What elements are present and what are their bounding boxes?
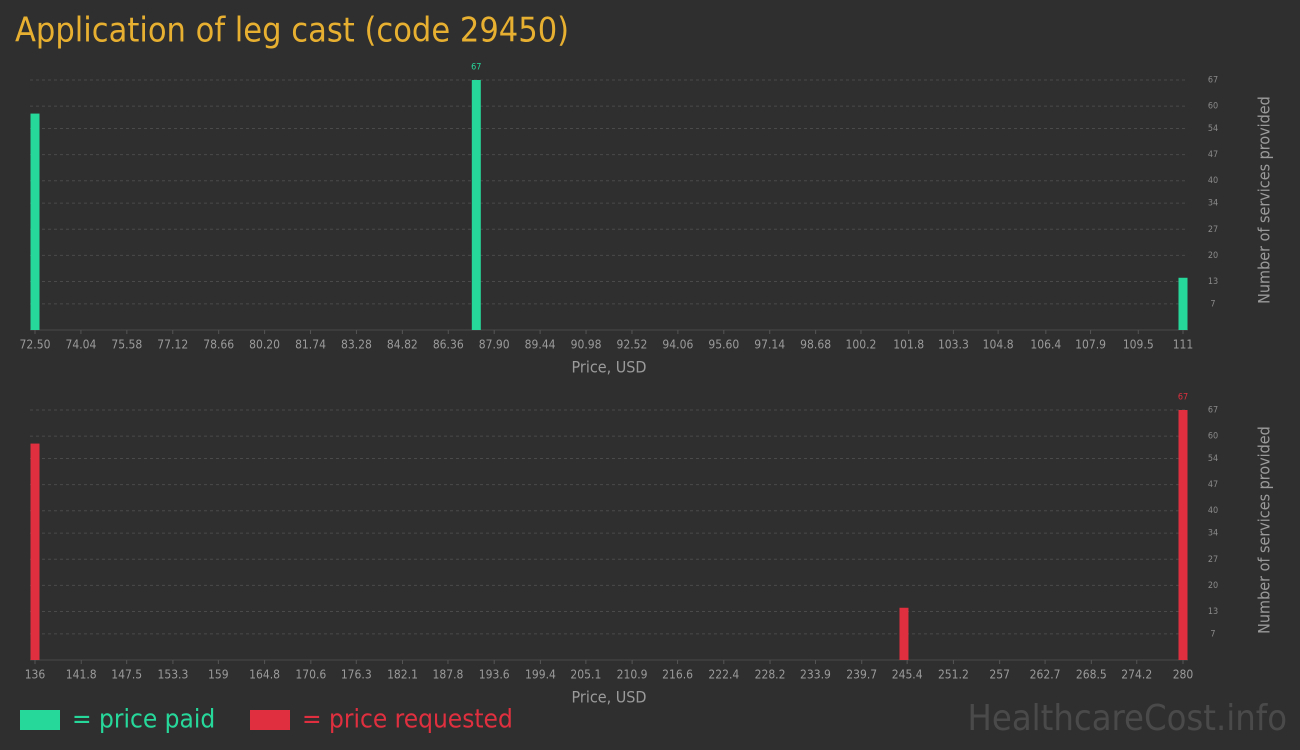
x-tick-label: 94.06 [662, 338, 693, 352]
x-tick-label: 84.82 [387, 338, 418, 352]
y-axis-label: Number of services provided [1255, 96, 1274, 304]
bar [30, 443, 40, 660]
x-tick-label: 100.2 [846, 338, 877, 352]
y-tick-label: 47 [1208, 480, 1218, 490]
y-tick-label: 7 [1210, 629, 1215, 639]
x-tick-label: 153.3 [157, 668, 188, 682]
y-tick-label: 34 [1208, 529, 1218, 539]
legend-swatch [250, 710, 290, 730]
legend-label: = price paid [72, 705, 215, 735]
y-tick-label: 13 [1208, 607, 1218, 617]
x-tick-label: 262.7 [1030, 668, 1061, 682]
x-tick-label: 233.9 [800, 668, 831, 682]
chart-title: Application of leg cast (code 29450) [15, 11, 569, 51]
y-axis-label: Number of services provided [1255, 426, 1274, 634]
x-tick-label: 159 [208, 668, 229, 682]
x-tick-label: 109.5 [1123, 338, 1154, 352]
y-tick-label: 20 [1208, 581, 1218, 591]
x-tick-label: 222.4 [708, 668, 739, 682]
x-tick-label: 170.6 [295, 668, 326, 682]
x-tick-label: 95.60 [708, 338, 739, 352]
data-label: 67 [471, 63, 481, 73]
x-tick-label: 98.68 [800, 338, 831, 352]
x-tick-label: 239.7 [846, 668, 877, 682]
y-tick-label: 7 [1210, 299, 1215, 309]
legend-label: = price requested [302, 705, 513, 735]
x-tick-label: 75.58 [111, 338, 142, 352]
x-tick-label: 87.90 [479, 338, 510, 352]
y-tick-label: 20 [1208, 251, 1218, 261]
x-tick-label: 104.8 [983, 338, 1014, 352]
x-tick-label: 147.5 [111, 668, 142, 682]
y-tick-label: 67 [1208, 406, 1218, 416]
x-tick-label: 141.8 [66, 668, 97, 682]
x-tick-label: 101.8 [893, 338, 924, 352]
x-tick-label: 97.14 [754, 338, 785, 352]
bar [1178, 277, 1188, 330]
x-tick-label: 90.98 [571, 338, 602, 352]
x-tick-label: 251.2 [938, 668, 969, 682]
x-tick-label: 176.3 [341, 668, 372, 682]
x-tick-label: 274.2 [1121, 668, 1152, 682]
x-tick-label: 193.6 [479, 668, 510, 682]
x-tick-label: 257 [989, 668, 1010, 682]
x-tick-label: 106.4 [1030, 338, 1061, 352]
bar [471, 80, 481, 330]
y-tick-label: 60 [1208, 432, 1218, 442]
bar [30, 113, 40, 330]
x-tick-label: 199.4 [525, 668, 556, 682]
x-tick-label: 72.50 [20, 338, 51, 352]
y-tick-label: 47 [1208, 150, 1218, 160]
y-tick-label: 40 [1208, 506, 1218, 516]
data-label: 67 [1178, 393, 1188, 403]
x-tick-label: 187.8 [433, 668, 464, 682]
bar [899, 607, 909, 660]
y-tick-label: 27 [1208, 555, 1218, 565]
x-axis-label: Price, USD [572, 358, 647, 377]
bar [1178, 410, 1188, 660]
x-tick-label: 107.9 [1075, 338, 1106, 352]
x-tick-label: 164.8 [249, 668, 280, 682]
y-tick-label: 54 [1208, 124, 1218, 134]
x-tick-label: 89.44 [525, 338, 556, 352]
x-tick-label: 83.28 [341, 338, 372, 352]
x-tick-label: 136 [25, 668, 46, 682]
x-axis-label: Price, USD [572, 688, 647, 707]
x-tick-label: 280 [1173, 668, 1194, 682]
x-tick-label: 80.20 [249, 338, 280, 352]
x-tick-label: 78.66 [203, 338, 234, 352]
legend-swatch [20, 710, 60, 730]
x-tick-label: 81.74 [295, 338, 326, 352]
x-tick-label: 92.52 [617, 338, 648, 352]
x-tick-label: 228.2 [755, 668, 786, 682]
x-tick-label: 77.12 [157, 338, 188, 352]
x-tick-label: 86.36 [433, 338, 464, 352]
y-tick-label: 27 [1208, 225, 1218, 235]
y-tick-label: 54 [1208, 454, 1218, 464]
x-tick-label: 268.5 [1076, 668, 1107, 682]
y-tick-label: 67 [1208, 76, 1218, 86]
x-tick-label: 74.04 [65, 338, 96, 352]
y-tick-label: 34 [1208, 199, 1218, 209]
x-tick-label: 111 [1173, 338, 1194, 352]
y-tick-label: 13 [1208, 277, 1218, 287]
x-tick-label: 205.1 [570, 668, 601, 682]
y-tick-label: 40 [1208, 176, 1218, 186]
x-tick-label: 103.3 [938, 338, 969, 352]
x-tick-label: 210.9 [617, 668, 648, 682]
x-tick-label: 216.6 [662, 668, 693, 682]
watermark: HealthcareCost.info [968, 698, 1287, 739]
x-tick-label: 182.1 [387, 668, 418, 682]
y-tick-label: 60 [1208, 102, 1218, 112]
x-tick-label: 245.4 [892, 668, 923, 682]
